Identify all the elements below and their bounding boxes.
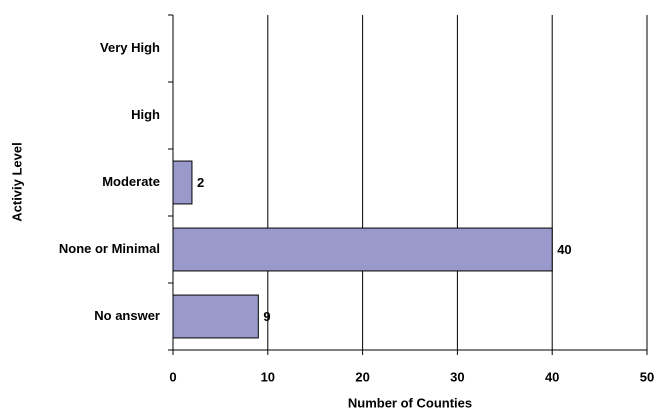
y-tick-label: No answer [94,308,160,323]
x-tick-label: 10 [261,369,275,384]
x-axis-label: Number of Counties [348,395,472,410]
x-tick-label: 30 [450,369,464,384]
value-label: 2 [197,175,204,190]
bar [172,160,193,205]
y-tick-label: Moderate [102,174,160,189]
bar [172,294,259,339]
y-tick-label: None or Minimal [59,241,160,256]
y-axis-label: Activiy Level [9,142,24,222]
y-tick-label: High [131,107,160,122]
x-tick-label: 40 [545,369,559,384]
x-tick-label: 20 [355,369,369,384]
value-label: 9 [263,309,270,324]
x-tick-label: 50 [640,369,654,384]
y-tick-label: Very High [100,40,160,55]
value-label: 40 [557,242,571,257]
bar [172,227,553,272]
x-tick-label: 0 [169,369,176,384]
